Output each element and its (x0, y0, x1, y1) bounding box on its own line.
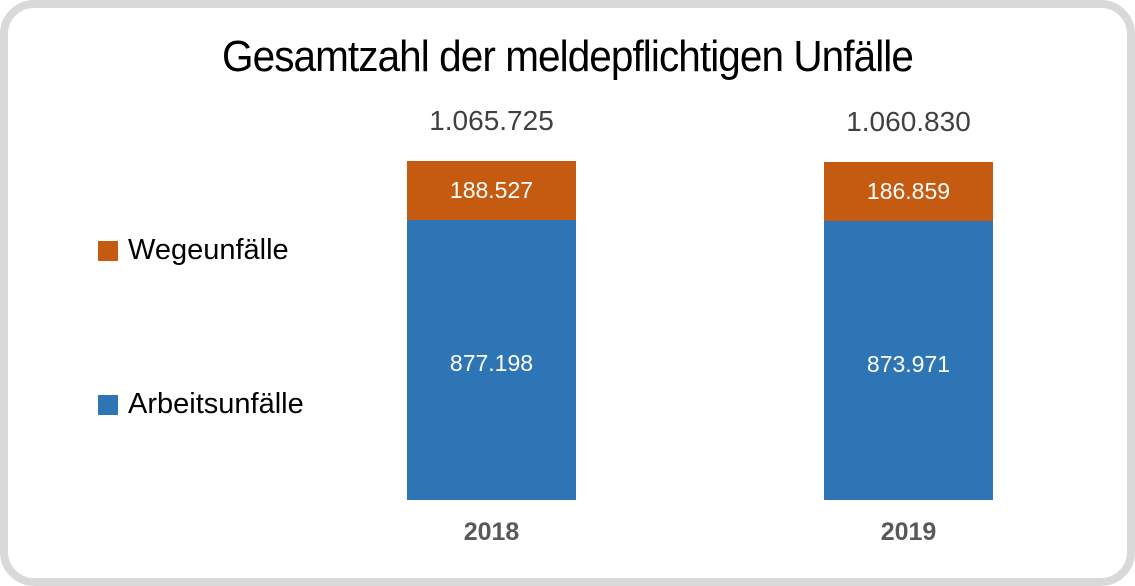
total-label-2019: 1.060.830 (846, 106, 971, 137)
chart-legend: Wegeunfälle Arbeitsunfälle (98, 8, 358, 578)
bar-segment-arbeitsunfaelle-2018[interactable]: 877.198 (407, 220, 576, 500)
bar-segment-wegeunfaelle-2019[interactable]: 186.859 (824, 162, 993, 221)
bar-group-2018: 1.065.725 188.527 877.198 2018 (407, 105, 576, 546)
segment-label-arbeitsunfaelle-2019: 873.971 (866, 351, 951, 377)
legend-swatch-arbeitsunfaelle-icon (98, 394, 118, 415)
total-label-2018: 1.065.725 (429, 105, 554, 136)
legend-swatch-wegeunfaelle-icon (98, 240, 118, 261)
segment-label-arbeitsunfaelle-2018: 877.198 (449, 350, 534, 376)
legend-label-arbeitsunfaelle: Arbeitsunfälle (128, 388, 304, 420)
chart-title: Gesamtzahl der meldepflichtigen Unfälle (222, 32, 914, 81)
segment-label-wegeunfaelle-2018: 188.527 (449, 177, 534, 203)
bar-segment-wegeunfaelle-2018[interactable]: 188.527 (407, 161, 576, 220)
axis-category-label-2019: 2019 (880, 518, 937, 546)
legend-item-arbeitsunfaelle[interactable]: Arbeitsunfälle (98, 388, 304, 421)
bar-segment-arbeitsunfaelle-2019[interactable]: 873.971 (824, 221, 993, 500)
bar-group-2019: 1.060.830 186.859 873.971 2019 (824, 106, 993, 546)
legend-item-wegeunfaelle[interactable]: Wegeunfälle (98, 234, 289, 267)
axis-category-label-2018: 2018 (463, 518, 520, 546)
legend-label-wegeunfaelle: Wegeunfälle (128, 234, 289, 266)
segment-label-wegeunfaelle-2019: 186.859 (866, 178, 951, 204)
